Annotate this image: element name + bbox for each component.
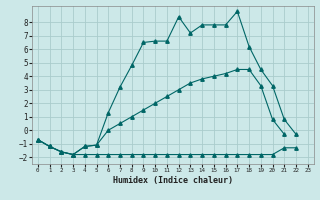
X-axis label: Humidex (Indice chaleur): Humidex (Indice chaleur) (113, 176, 233, 185)
